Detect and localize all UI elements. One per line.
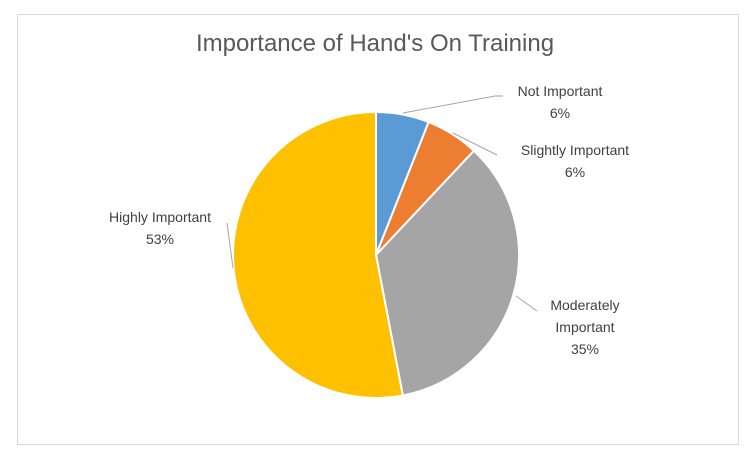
leader-line xyxy=(515,295,538,312)
label-category: Moderately Important xyxy=(550,297,620,335)
label-value: 6% xyxy=(564,164,586,180)
label-value: 35% xyxy=(570,341,600,357)
data-label: Moderately Important 35% xyxy=(535,294,635,360)
label-category: Slightly Important xyxy=(520,142,630,158)
leader-line xyxy=(452,132,498,156)
leader-line xyxy=(402,95,503,114)
chart-title: Importance of Hand's On Training xyxy=(195,30,555,57)
pie-slice xyxy=(232,110,404,399)
data-label: Not Important 6% xyxy=(500,80,620,124)
label-category: Highly Important xyxy=(109,209,211,225)
data-label: Slightly Important 6% xyxy=(500,139,650,183)
label-value: 6% xyxy=(549,105,571,121)
label-value: 53% xyxy=(145,231,175,247)
leader-line xyxy=(226,222,234,269)
pie-slice xyxy=(374,149,520,397)
label-category: Not Important xyxy=(517,83,603,99)
data-label: Highly Important 53% xyxy=(90,206,230,250)
leader-lines xyxy=(226,95,538,312)
pie xyxy=(232,110,520,399)
